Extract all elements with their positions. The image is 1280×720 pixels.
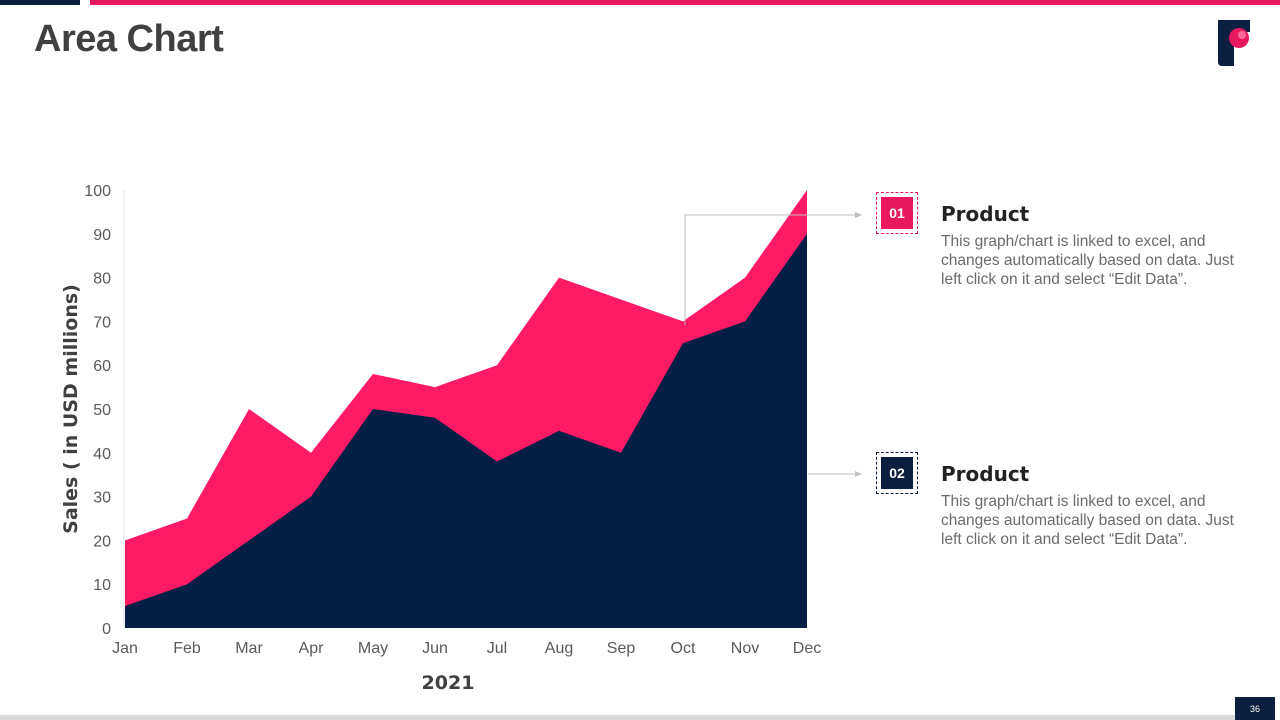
x-tick-label: Sep [607, 640, 636, 657]
x-tick-label: Nov [731, 640, 759, 657]
legend-title-02: Product [941, 462, 1030, 486]
y-tick-label: 60 [93, 358, 111, 375]
y-tick-label: 70 [93, 314, 111, 331]
legend-number-02: 02 [881, 457, 913, 489]
legend-description-01: This graph/chart is linked to excel, and… [941, 233, 1234, 288]
x-tick-label: Jan [112, 640, 138, 657]
legend-connector-2-arrow [855, 471, 862, 477]
x-tick-label: Dec [793, 640, 821, 657]
area-series-product-02 [125, 233, 807, 629]
legend-number-01: 01 [881, 197, 913, 229]
y-tick-label: 90 [93, 227, 111, 244]
brand-logo-icon [1218, 20, 1250, 66]
top-accent-bar-navy [0, 0, 80, 5]
page-number: 36 [1235, 697, 1275, 720]
legend-description-02: This graph/chart is linked to excel, and… [941, 493, 1234, 548]
y-tick-label: 50 [93, 402, 111, 419]
top-accent-bar-pink [90, 0, 1280, 5]
legend-connector-1-arrow [855, 212, 862, 218]
legend-badge-02: 02 [876, 452, 918, 494]
x-axis-title: 2021 [422, 672, 475, 694]
y-axis-ticks: 0 10 20 30 40 50 60 70 80 90 100 [84, 183, 111, 638]
x-tick-label: Feb [173, 640, 201, 657]
x-tick-label: Apr [299, 640, 325, 657]
x-axis-ticks: Jan Feb Mar Apr May Jun Jul Aug Sep Oct Nov Dec [112, 640, 821, 657]
y-tick-label: 100 [84, 183, 111, 200]
page-title: Area Chart [34, 18, 224, 60]
y-axis-title: Sales ( in USD millions) [60, 284, 82, 534]
legend-badge-01: 01 [876, 192, 918, 234]
x-tick-label: Aug [545, 640, 573, 657]
bottom-divider [0, 715, 1235, 720]
y-tick-label: 20 [93, 533, 111, 550]
x-tick-label: Jul [487, 640, 507, 657]
legend-title-01: Product [941, 202, 1030, 226]
y-tick-label: 80 [93, 271, 111, 288]
x-tick-label: Jun [422, 640, 448, 657]
legend-connector-1 [684, 214, 860, 325]
x-tick-label: Oct [671, 640, 696, 657]
x-tick-label: Mar [235, 640, 263, 657]
y-tick-label: 10 [93, 577, 111, 594]
y-tick-label: 40 [93, 446, 111, 463]
y-tick-label: 30 [93, 490, 111, 507]
x-tick-label: May [358, 640, 388, 657]
y-tick-label: 0 [102, 621, 111, 638]
